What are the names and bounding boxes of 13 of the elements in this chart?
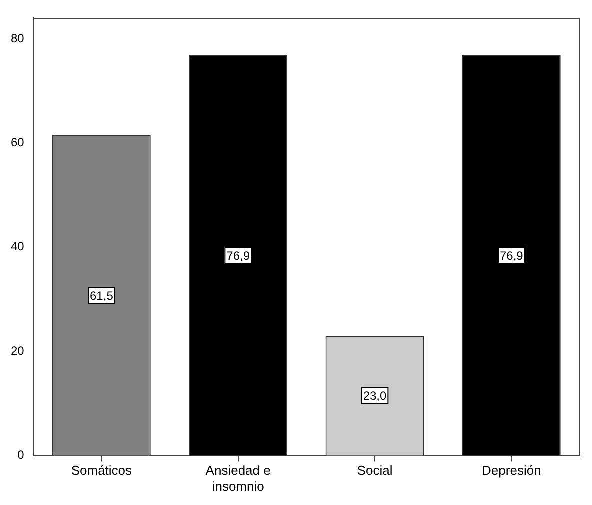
y-tick-label: 40 [10, 240, 25, 254]
y-tick-label: 80 [10, 31, 25, 46]
x-tick-label: Somáticos [71, 463, 133, 478]
x-tick-label: Social [357, 463, 393, 478]
data-label: 76,9 [226, 248, 250, 263]
x-tick-label: Ansiedad e insomnio [206, 463, 271, 494]
data-label: 23,0 [363, 389, 388, 404]
y-tick-label: 20 [10, 344, 25, 358]
y-tick-label: 0 [18, 448, 25, 462]
data-label: 76,9 [500, 248, 524, 263]
y-tick-label: 60 [10, 136, 25, 150]
data-label: 61,5 [90, 288, 114, 303]
x-tick-label: Depresión [482, 463, 542, 478]
